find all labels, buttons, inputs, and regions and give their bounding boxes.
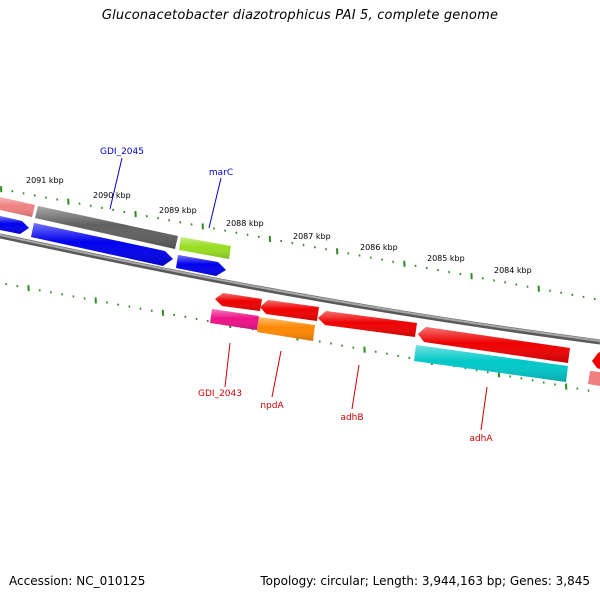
label-gdi-2043[interactable]: GDI_2043 bbox=[198, 389, 242, 399]
map-title: Gluconacetobacter diazotrophicus PAI 5, … bbox=[101, 8, 499, 23]
label-gdi-2045[interactable]: GDI_2045 bbox=[100, 147, 144, 157]
feature-track-upper bbox=[0, 197, 231, 259]
genome-summary-text: Topology: circular; Length: 3,944,163 bp… bbox=[260, 574, 590, 588]
gene-arrow-right-edge[interactable] bbox=[592, 352, 600, 369]
feature-track-red bbox=[215, 293, 600, 369]
label-adhb[interactable]: adhB bbox=[340, 413, 363, 423]
kbp-label-2087: 2087 kbp bbox=[293, 232, 331, 241]
gene-segment-salmon-edge[interactable] bbox=[588, 371, 600, 386]
feature-track-blue bbox=[0, 216, 226, 276]
leader-gdi-2043 bbox=[224, 342, 231, 388]
accession-text: Accession: NC_010125 bbox=[9, 574, 146, 588]
feature-labels: GDI_2045 marC GDI_2043 npdA adhB adhA bbox=[100, 147, 493, 444]
leader-npda bbox=[271, 350, 282, 398]
scale-labels: 2091 kbp 2090 kbp 2089 kbp 2088 kbp 2087… bbox=[26, 176, 532, 275]
genome-backbone bbox=[0, 233, 600, 345]
leader-adha bbox=[480, 386, 488, 431]
label-adha[interactable]: adhA bbox=[469, 434, 493, 444]
feature-track-lower bbox=[210, 309, 600, 386]
scale-ticks-upper bbox=[0, 186, 596, 301]
kbp-label-2088: 2088 kbp bbox=[226, 219, 264, 228]
kbp-label-2086: 2086 kbp bbox=[360, 243, 398, 252]
leader-adhb bbox=[351, 364, 360, 410]
kbp-label-2091: 2091 kbp bbox=[26, 176, 64, 185]
leader-gdi-2045 bbox=[109, 157, 123, 210]
label-npda[interactable]: npdA bbox=[260, 401, 284, 411]
leader-marc bbox=[208, 177, 222, 229]
kbp-label-2084: 2084 kbp bbox=[494, 266, 532, 275]
kbp-label-2090: 2090 kbp bbox=[93, 191, 131, 200]
kbp-label-2085: 2085 kbp bbox=[427, 254, 465, 263]
kbp-label-2089: 2089 kbp bbox=[159, 206, 197, 215]
label-marc[interactable]: marC bbox=[209, 168, 233, 178]
